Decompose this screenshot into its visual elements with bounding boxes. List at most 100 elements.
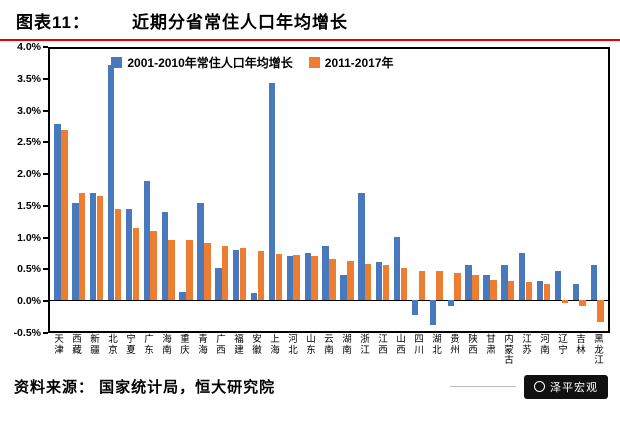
bar-2011-2017 [257, 250, 265, 300]
bar-2011-2017 [96, 196, 104, 300]
bar-2011-2017 [364, 263, 372, 300]
x-axis-label: 黑龙江 [594, 334, 604, 367]
bar-2011-2017 [239, 248, 247, 300]
brand-block: 泽平宏观 [450, 374, 608, 399]
x-axis-label: 河南 [540, 334, 550, 356]
bar-2011-2017 [525, 282, 533, 300]
bar-2001-2010 [322, 246, 329, 300]
x-axis-label: 山东 [306, 334, 316, 356]
bar-2001-2010 [411, 299, 419, 316]
x-axis-label: 广西 [216, 334, 226, 356]
bar-group [302, 49, 320, 331]
y-axis-tick [43, 77, 48, 80]
bar-2001-2010 [143, 180, 151, 300]
bar-2001-2010 [125, 208, 133, 300]
x-axis-label: 四川 [414, 334, 424, 356]
bar-group [213, 49, 231, 331]
bar-2001-2010 [107, 64, 115, 300]
x-axis-label: 江西 [378, 334, 388, 356]
y-axis-label: 3.0% [17, 104, 41, 117]
bar-2011-2017 [293, 254, 300, 300]
source-text: 资料来源： 国家统计局，恒大研究院 [14, 379, 276, 397]
bar-2011-2017 [114, 208, 122, 300]
x-axis-label-cell: 宁夏 [122, 334, 140, 367]
x-axis-label-cell: 吉林 [572, 334, 590, 367]
bar-group [356, 49, 374, 331]
bar-2011-2017 [579, 299, 586, 306]
x-axis-label: 湖南 [342, 334, 352, 356]
bar-series-container [50, 49, 608, 331]
bar-2011-2017 [221, 246, 229, 300]
bar-2001-2010 [393, 237, 401, 300]
bar-2011-2017 [561, 299, 569, 303]
y-axis-label: 2.0% [17, 168, 41, 181]
bar-2011-2017 [543, 284, 551, 300]
chart-title-text: 近期分省常住人口年均增长 [131, 13, 348, 32]
zero-baseline [50, 299, 608, 301]
bar-group [141, 49, 159, 331]
bar-group [588, 49, 606, 331]
bar-2001-2010 [358, 193, 365, 300]
x-axis-label-cell: 江苏 [518, 334, 536, 367]
y-axis-tick [43, 173, 48, 176]
bar-2011-2017 [436, 271, 443, 300]
bar-group [159, 49, 177, 331]
x-axis-label-cell: 新疆 [86, 334, 104, 367]
x-axis-label: 海南 [162, 334, 172, 356]
bar-2001-2010 [465, 265, 472, 300]
y-axis-tick [43, 204, 48, 207]
bar-group [338, 49, 356, 331]
bar-2011-2017 [61, 130, 68, 300]
x-axis-label: 广东 [144, 334, 154, 356]
bar-group [267, 49, 285, 331]
bar-2001-2010 [501, 265, 508, 300]
x-axis-label: 云南 [324, 334, 334, 356]
x-axis-label: 陕西 [468, 334, 478, 356]
bar-2011-2017 [168, 240, 175, 300]
chart-number-label: 图表11： [16, 13, 90, 32]
x-axis-label: 江苏 [522, 334, 532, 356]
bar-group [88, 49, 106, 331]
x-axis-label: 山西 [396, 334, 406, 356]
x-axis-label-cell: 江西 [374, 334, 392, 367]
x-axis-label: 青海 [198, 334, 208, 356]
y-axis-tick [43, 46, 48, 48]
page-title: 图表11： 近期分省常住人口年均增长 [0, 0, 620, 37]
legend-label-2001-2010: 2001-2010年常住人口年均增长 [127, 56, 293, 70]
y-axis-tick [43, 268, 48, 271]
x-axis-label: 辽宁 [558, 334, 568, 356]
x-axis-label: 宁夏 [126, 334, 136, 356]
x-axis-label: 新疆 [90, 334, 100, 356]
brand-badge: 泽平宏观 [524, 374, 608, 399]
x-axis-label-cell: 河北 [284, 334, 302, 367]
x-axis-label: 吉林 [576, 334, 586, 356]
x-axis-label-cell: 四川 [410, 334, 428, 367]
bar-2001-2010 [179, 292, 186, 300]
bar-2001-2010 [519, 252, 526, 300]
bar-2001-2010 [554, 271, 562, 300]
x-axis-label: 湖北 [432, 334, 442, 356]
bar-2011-2017 [418, 270, 426, 300]
bar-2001-2010 [197, 202, 204, 300]
bar-2001-2010 [304, 252, 311, 300]
brand-logo-icon [534, 381, 545, 393]
y-axis-label: 2.5% [17, 136, 41, 149]
bar-2001-2010 [268, 83, 276, 300]
x-axis-label-cell: 内蒙古 [500, 334, 518, 367]
x-axis-label-cell: 广西 [212, 334, 230, 367]
x-axis-label: 浙江 [360, 334, 370, 356]
x-axis-label: 安徽 [252, 334, 262, 356]
x-axis-label-cell: 甘肃 [482, 334, 500, 367]
bar-2001-2010 [483, 274, 490, 300]
bar-2011-2017 [597, 299, 604, 322]
y-axis-label: 1.5% [17, 199, 41, 212]
x-axis-label-cell: 山东 [302, 334, 320, 367]
bar-group [553, 49, 571, 331]
bar-2001-2010 [215, 268, 222, 300]
bar-2001-2010 [536, 280, 544, 300]
bar-2011-2017 [507, 280, 515, 300]
bar-group [570, 49, 588, 331]
bar-group [195, 49, 213, 331]
bar-2011-2017 [490, 279, 497, 300]
x-axis-label-cell: 辽宁 [554, 334, 572, 367]
